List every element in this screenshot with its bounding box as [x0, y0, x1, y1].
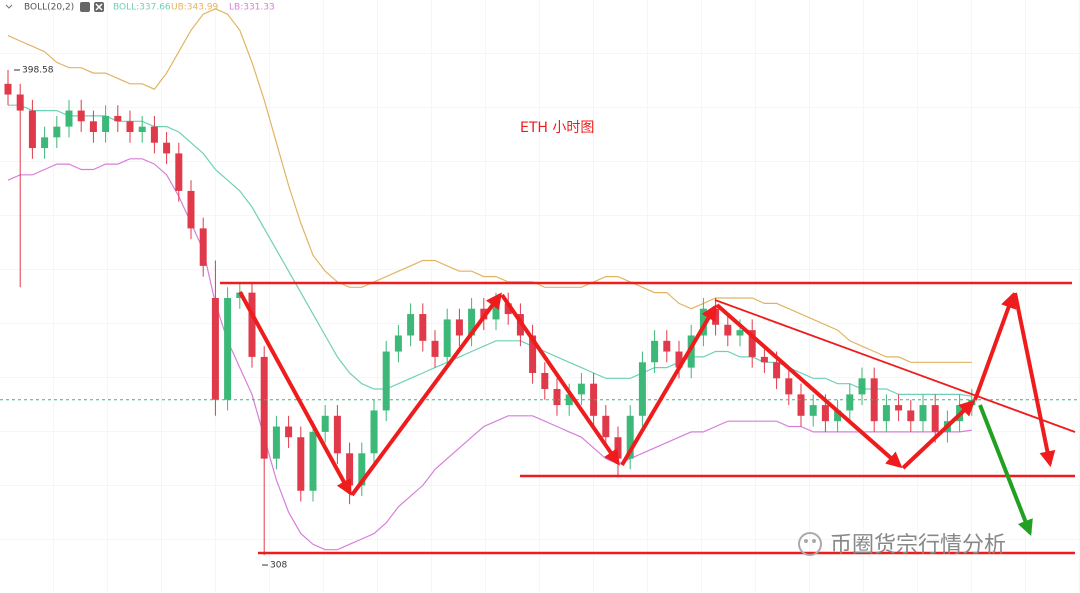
- candle-body: [492, 303, 500, 320]
- candle-body: [736, 330, 744, 336]
- candle-body: [431, 340, 439, 357]
- candle-body: [821, 405, 829, 422]
- candle-body: [931, 405, 939, 432]
- band-legend: LB:331.33: [229, 3, 275, 13]
- low-marker-label: 308: [270, 561, 287, 571]
- settings-icon[interactable]: [80, 2, 90, 12]
- candle-body: [114, 115, 122, 122]
- candle-body: [211, 297, 219, 400]
- candle-body: [834, 410, 842, 422]
- candle-body: [187, 190, 195, 229]
- candle-body: [77, 110, 85, 122]
- candle-body: [590, 383, 598, 416]
- candle-body: [41, 137, 49, 149]
- candle-body: [358, 453, 366, 486]
- candle-body: [443, 319, 451, 357]
- candle-body: [16, 94, 24, 111]
- candle-body: [638, 362, 646, 416]
- candle-body: [53, 126, 61, 138]
- candle-body: [175, 153, 183, 191]
- candle-body: [224, 297, 232, 400]
- candle-body: [468, 308, 476, 336]
- candle-body: [504, 303, 512, 315]
- candle-body: [687, 335, 695, 368]
- candle-body: [150, 126, 158, 143]
- candle-body: [651, 340, 659, 363]
- candle-body: [394, 335, 402, 352]
- candle-body: [126, 121, 134, 132]
- indicator-name: BOLL(20,2): [24, 3, 74, 13]
- band-line: [8, 104, 972, 397]
- candle-body: [675, 351, 683, 368]
- candle-body: [846, 394, 854, 411]
- candle-body: [382, 351, 390, 411]
- candle-body: [809, 405, 817, 416]
- watermark-group: 币圈货宗行情分析: [798, 532, 1006, 558]
- candle-body: [272, 426, 280, 459]
- band-line: [7, 158, 972, 551]
- candle-body: [614, 437, 622, 459]
- candle-body: [260, 356, 268, 459]
- candle-body: [760, 356, 768, 363]
- high-marker-label: 398.58: [22, 65, 54, 75]
- candle-body: [748, 330, 756, 357]
- candle-body: [626, 415, 634, 459]
- candle-body: [285, 426, 293, 438]
- candle-body: [333, 415, 341, 454]
- candle-body: [163, 142, 171, 154]
- candle-body: [907, 410, 915, 422]
- candle-body: [699, 308, 707, 336]
- annotations: [220, 281, 1076, 555]
- candle-body: [455, 319, 463, 336]
- candle-body: [602, 415, 610, 438]
- candle-body: [870, 378, 878, 422]
- candle-body: [370, 410, 378, 454]
- candle-body: [773, 362, 781, 379]
- collapse-icon[interactable]: [5, 4, 13, 9]
- candle-body: [138, 126, 146, 132]
- candle-body: [895, 405, 903, 411]
- candle-body: [346, 453, 354, 486]
- candle-body: [858, 378, 866, 395]
- candle-body: [65, 110, 73, 127]
- candle-body: [797, 394, 805, 416]
- candle-body: [199, 228, 207, 266]
- candle-body: [882, 405, 890, 422]
- candle-body: [407, 314, 415, 336]
- candle-body: [321, 415, 329, 432]
- candle-body: [553, 389, 561, 406]
- candle-body: [577, 383, 585, 395]
- candle-body: [724, 324, 732, 336]
- band-line: [7, 8, 972, 363]
- candle-body: [565, 394, 573, 406]
- candle-body: [663, 340, 671, 352]
- watermark: 币圈货宗行情分析: [830, 533, 1006, 558]
- band-legend: BOLL:337.66: [113, 3, 171, 13]
- candle-body: [248, 292, 256, 357]
- candle-body: [89, 121, 97, 132]
- candle-body: [309, 431, 317, 491]
- candle-body: [28, 110, 36, 149]
- band-legend: UB:343.99: [171, 3, 219, 13]
- indicator-legend: BOLL(20,2): [5, 2, 104, 13]
- candle-body: [297, 437, 305, 491]
- candle-body: [102, 115, 110, 132]
- candle-body: [919, 405, 927, 422]
- candle-body: [529, 335, 537, 373]
- candle-body: [541, 372, 549, 390]
- chart-title: ETH 小时图: [520, 120, 594, 136]
- candle-body: [785, 378, 793, 395]
- candle-body: [419, 314, 427, 341]
- candle-body: [4, 83, 12, 95]
